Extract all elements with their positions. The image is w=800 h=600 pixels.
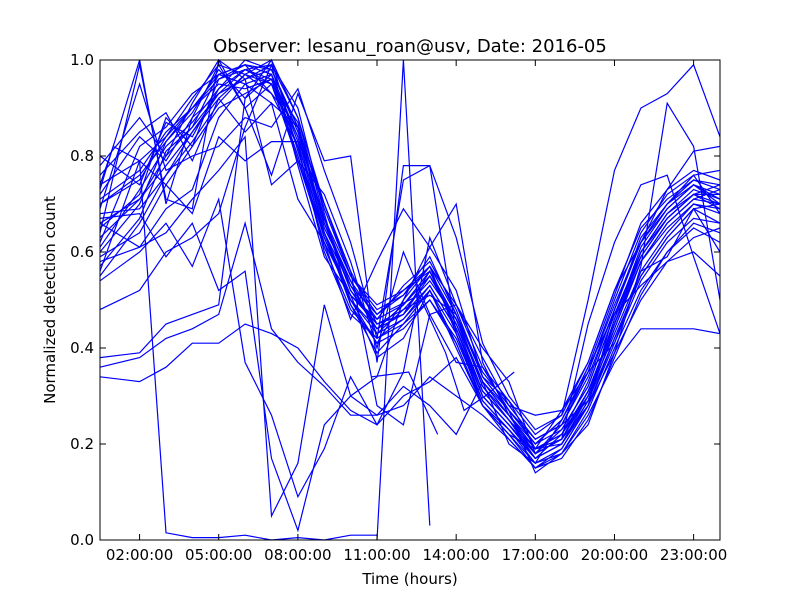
plot-frame <box>99 59 721 541</box>
y-axis-label: Normalized detection count <box>41 196 59 404</box>
series-line-3 <box>99 59 721 440</box>
x-tick-label: 17:00:00 <box>502 546 569 564</box>
series-line-21 <box>99 135 721 426</box>
x-axis-label: Time (hours) <box>361 570 457 588</box>
x-axis: 02:00:00 05:00:00 08:00:00 11:00:00 14:00:00… <box>106 60 727 564</box>
y-tick-label: 0.8 <box>70 147 94 165</box>
series-line-10 <box>99 73 721 436</box>
series-line-25 <box>99 64 721 460</box>
y-tick-label: 1.0 <box>70 51 94 69</box>
x-tick-label: 08:00:00 <box>264 546 331 564</box>
x-tick-label: 11:00:00 <box>343 546 410 564</box>
x-tick-label: 14:00:00 <box>422 546 489 564</box>
series-lines <box>99 58 721 541</box>
y-axis: 0.0 0.2 0.4 0.6 0.8 1.0 <box>70 51 720 549</box>
series-line-29 <box>99 68 721 440</box>
series-line-13 <box>99 220 721 469</box>
y-tick-label: 0.4 <box>70 339 94 357</box>
series-line-34 <box>389 294 515 412</box>
x-tick-label: 23:00:00 <box>660 546 727 564</box>
x-tick-label: 05:00:00 <box>185 546 252 564</box>
y-tick-label: 0.0 <box>70 531 94 549</box>
x-tick-label: 20:00:00 <box>581 546 648 564</box>
series-line-20 <box>99 59 721 450</box>
series-line-33 <box>371 371 439 435</box>
y-tick-label: 0.6 <box>70 243 94 261</box>
series-line-17 <box>99 145 721 533</box>
series-line-31 <box>99 145 377 541</box>
chart-title: Observer: lesanu_roan@usv, Date: 2016-05 <box>213 36 607 57</box>
series-line-16 <box>99 184 721 499</box>
series-line-28 <box>99 78 721 464</box>
x-tick-label: 02:00:00 <box>106 546 173 564</box>
series-line-19 <box>99 135 721 519</box>
y-tick-label: 0.2 <box>70 435 94 453</box>
